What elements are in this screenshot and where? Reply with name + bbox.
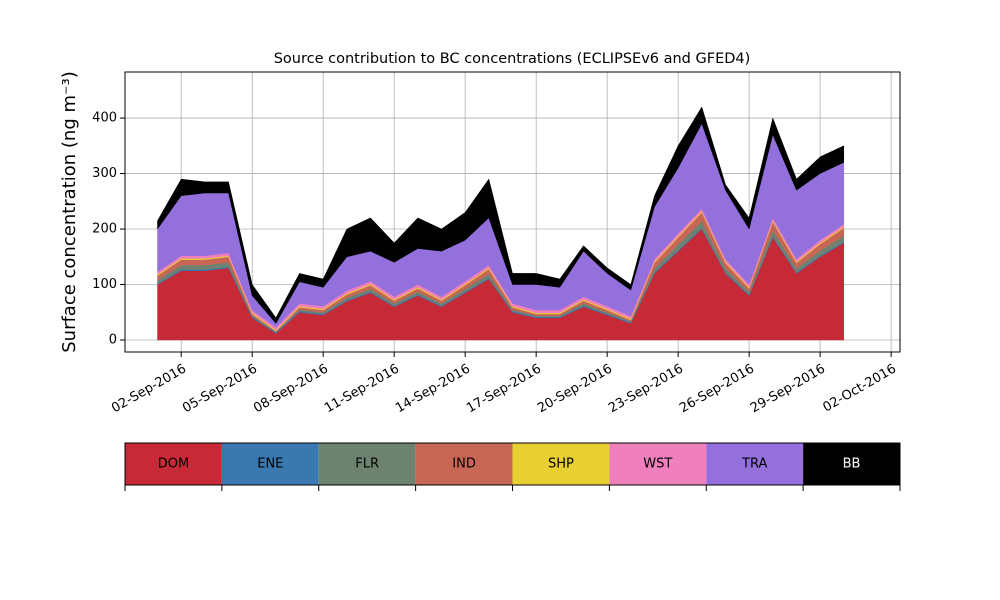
- legend-label: WST: [643, 457, 672, 472]
- area: [157, 106, 845, 324]
- y-tick-label: 0: [109, 333, 117, 348]
- x-tick-label: 23-Sep-2016: [606, 362, 686, 417]
- legend-swatch: [609, 443, 707, 485]
- x-tick-label: 05-Sep-2016: [180, 362, 260, 417]
- chart-title: Source contribution to BC concentrations…: [274, 51, 751, 67]
- legend-swatch: [221, 443, 319, 485]
- x-tick-label: 11-Sep-2016: [322, 362, 402, 417]
- x-tick-label: 26-Sep-2016: [677, 362, 757, 417]
- legend-swatch: [803, 443, 900, 485]
- y-axis-label: Surface concentration (ng m⁻³): [59, 71, 80, 353]
- x-tick-label: 20-Sep-2016: [535, 362, 615, 417]
- y-tick-label: 400: [92, 111, 117, 126]
- legend-swatch: [512, 443, 610, 485]
- legend-frame: [124, 442, 901, 486]
- legend-label: FLR: [355, 457, 379, 472]
- axes-frame: [124, 71, 901, 353]
- x-tick-label: 08-Sep-2016: [251, 362, 331, 417]
- legend-swatch: [125, 443, 222, 485]
- x-tick-label: 14-Sep-2016: [393, 362, 473, 417]
- legend-label: ENE: [257, 457, 283, 472]
- x-tick-label: 02-Oct-2016: [820, 362, 898, 416]
- legend-swatch: [318, 443, 416, 485]
- legend-label: TRA: [741, 457, 767, 472]
- legend-label: DOM: [158, 457, 189, 472]
- legend: DOM ENE FLR IND SHP WST TRA BB: [124, 442, 901, 491]
- legend-label: IND: [452, 457, 476, 472]
- y-tick-label: 100: [92, 277, 117, 292]
- legend-swatch: [415, 443, 513, 485]
- x-tick-label: 29-Sep-2016: [748, 362, 828, 417]
- plot-area: [125, 72, 900, 352]
- legend-swatch: [706, 443, 804, 485]
- y-tick-label: 200: [92, 222, 117, 237]
- y-tick-label: 300: [92, 166, 117, 181]
- legend-label: BB: [843, 457, 861, 472]
- x-tick-label: 17-Sep-2016: [464, 362, 544, 417]
- x-tick-label: 02-Sep-2016: [109, 362, 189, 417]
- legend-label: SHP: [548, 457, 574, 472]
